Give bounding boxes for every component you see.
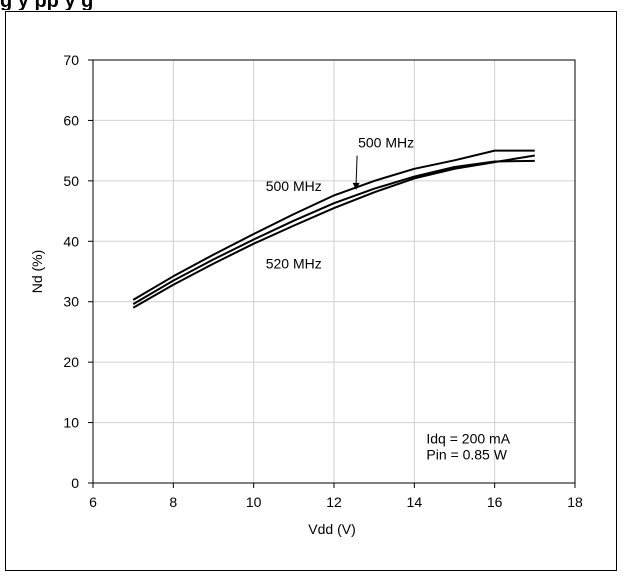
x-tick-label: 12 bbox=[326, 494, 342, 510]
y-tick-label: 10 bbox=[63, 415, 79, 431]
x-axis-title: Vdd (V) bbox=[308, 521, 355, 537]
series-line-2 bbox=[132, 159, 535, 305]
chart-annotation: 520 MHz bbox=[266, 255, 322, 271]
annotation-arrow-shaft bbox=[355, 155, 358, 184]
y-tick-label: 40 bbox=[63, 233, 79, 249]
y-axis-title: Nd (%) bbox=[29, 250, 45, 294]
y-tick-label: 0 bbox=[71, 475, 79, 491]
chart-annotation: Idq = 200 mA bbox=[426, 431, 510, 447]
y-tick-label: 50 bbox=[63, 173, 79, 189]
x-tick-label: 16 bbox=[487, 494, 503, 510]
y-tick-label: 60 bbox=[63, 112, 79, 128]
y-tick-label: 30 bbox=[63, 294, 79, 310]
x-tick-label: 18 bbox=[567, 494, 583, 510]
figure-title-strip: g y pp y g bbox=[0, 0, 625, 10]
y-tick-label: 70 bbox=[63, 52, 79, 68]
x-tick-label: 14 bbox=[407, 494, 423, 510]
x-tick-label: 8 bbox=[169, 494, 177, 510]
y-tick-label: 20 bbox=[63, 354, 79, 370]
figure-title: g y pp y g bbox=[0, 0, 93, 10]
figure-frame bbox=[5, 11, 617, 571]
series-line-3 bbox=[132, 154, 535, 309]
annotation-arrow-head bbox=[352, 182, 360, 190]
chart-annotation: 500 MHz bbox=[266, 178, 322, 194]
series-line-1 bbox=[132, 149, 535, 301]
x-tick-label: 10 bbox=[246, 494, 262, 510]
chart-annotation: Pin = 0.85 W bbox=[426, 446, 507, 462]
chart-annotation: 500 MHz bbox=[358, 135, 414, 151]
x-tick-label: 6 bbox=[89, 494, 97, 510]
